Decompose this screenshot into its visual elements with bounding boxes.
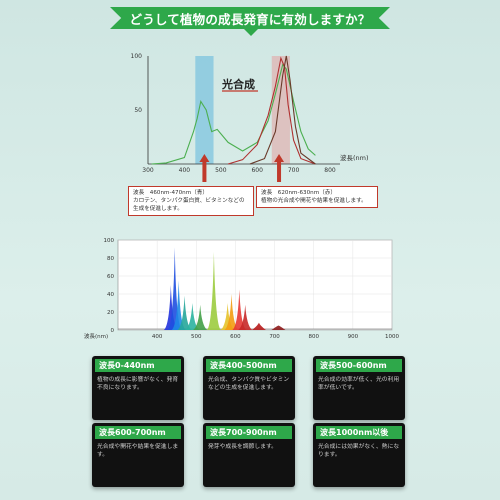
y-tick-label: 0 <box>111 328 115 334</box>
spectrum-peak-12 <box>271 325 286 330</box>
x-tick-label: 1000 <box>385 334 399 340</box>
y-tick-label: 50 <box>134 107 142 114</box>
x-tick-label: 800 <box>308 334 319 340</box>
spectrum-peak-11 <box>251 322 266 330</box>
y-tick-label: 100 <box>104 238 115 244</box>
banner-arrow-icon <box>244 29 258 36</box>
card-text: 光合成や開花や結果を促進します。 <box>97 444 179 458</box>
card-1000nm-plus: 波長1000nm以後 光合成には効果がなく、熱になります。 <box>313 423 405 487</box>
y-tick-label: 60 <box>107 274 114 280</box>
card-700-900nm: 波長700-900nm 発芽や成長を調節します。 <box>203 423 295 487</box>
highlight-band-0 <box>195 56 214 164</box>
card-title: 波長700-900nm <box>206 426 292 439</box>
card-title: 波長500-600nm <box>316 359 402 372</box>
spectrum-peak-0 <box>163 285 178 330</box>
x-axis-label: 波長(nm) <box>340 153 369 162</box>
card-text: 光合成の効率が低く、光の利用率が低いです。 <box>318 377 400 391</box>
x-tick-label: 700 <box>269 334 280 340</box>
pointer-arrow-1 <box>277 160 282 182</box>
x-tick-label: 700 <box>288 167 300 174</box>
y-tick-label: 40 <box>107 292 114 298</box>
emission-spectrum-chart: 400 500 600 700 800 900 1000 0 20 40 60 80 100 波長(nm… <box>84 238 399 340</box>
x-tick-label: 800 <box>324 167 336 174</box>
spectrum-peak-2 <box>171 280 186 330</box>
y-tick-label: 100 <box>131 53 143 60</box>
y-tick-label: 80 <box>107 256 114 262</box>
card-text: 植物の成長に影響がなく、発育不良になります。 <box>97 377 179 391</box>
pointer-arrow-head-1 <box>274 154 285 162</box>
x-tick-label: 400 <box>152 334 163 340</box>
blue-callout-line2: カロテン、タンパク蛋白質、ビタミンなどの <box>133 198 245 204</box>
banner-title: どうして植物の成長発育に有効しますか？ <box>129 11 371 27</box>
x-tick-label: 900 <box>348 334 359 340</box>
blue-callout-line3: 生成を促進します。 <box>133 206 183 212</box>
photosynthesis-annotation: 光合成 <box>221 77 255 91</box>
x-tick-label: 400 <box>179 167 191 174</box>
plot-area <box>117 239 393 331</box>
red-callout-line1: 波長 620nm-630nm（赤） <box>261 190 336 196</box>
card-text: 光合成には効果がなく、熱になります。 <box>318 444 400 458</box>
x-tick-label: 300 <box>142 167 154 174</box>
pointer-arrow-0 <box>202 160 207 182</box>
card-0-440nm: 波長0-440nm 植物の成長に影響がなく、発育不良になります。 <box>92 356 184 420</box>
card-text: 光合成、タンパク質やビタミンなどの生成を促進します。 <box>208 377 290 391</box>
x-tick-label: 600 <box>230 334 241 340</box>
spectrum-peak-10 <box>238 304 253 330</box>
spectrum-peak-4 <box>185 303 200 330</box>
series-line-1 <box>227 56 316 165</box>
card-title: 波長0-440nm <box>95 359 181 372</box>
card-600-700nm: 波長600-700nm 光合成や開花や結果を促進します。 <box>92 423 184 487</box>
card-title: 波長1000nm以後 <box>316 426 402 439</box>
spectrum-peak-9 <box>232 289 247 330</box>
spectrum-peak-3 <box>177 295 192 330</box>
x-tick-label: 500 <box>191 334 202 340</box>
absorption-chart: 300 400 500 600 700 800 50 100 波長(nm) 光合成 <box>131 53 369 182</box>
x-tick-label: 500 <box>215 167 227 174</box>
title-banner: どうして植物の成長発育に有効しますか？ <box>110 7 390 29</box>
spectrum-peak-6 <box>206 251 221 330</box>
spectrum-peak-8 <box>224 294 239 330</box>
x-axis-label-2: 波長(nm) <box>84 332 108 340</box>
card-text: 発芽や成長を調節します。 <box>208 444 277 450</box>
red-callout: 波長 620nm-630nm（赤） 植物の光合成や開花や結果を促進します。 <box>256 186 378 208</box>
red-callout-line2: 植物の光合成や開花や結果を促進します。 <box>261 198 367 204</box>
spectrum-peak-1 <box>167 247 182 330</box>
spectrum-peak-5 <box>193 304 208 330</box>
card-500-600nm: 波長500-600nm 光合成の効率が低く、光の利用率が低いです。 <box>313 356 405 420</box>
spectrum-peak-7 <box>220 303 235 330</box>
y-tick-label: 20 <box>107 310 114 316</box>
card-title: 波長400-500nm <box>206 359 292 372</box>
pointer-arrow-head-0 <box>199 154 210 162</box>
card-400-500nm: 波長400-500nm 光合成、タンパク質やビタミンなどの生成を促進します。 <box>203 356 295 420</box>
x-tick-label: 600 <box>251 167 263 174</box>
series-line-2 <box>249 55 316 165</box>
blue-callout-line1: 波長 460nm-470nm（青） <box>133 190 208 196</box>
card-title: 波長600-700nm <box>95 426 181 439</box>
blue-callout: 波長 460nm-470nm（青） カロテン、タンパク蛋白質、ビタミンなどの 生… <box>128 186 254 216</box>
